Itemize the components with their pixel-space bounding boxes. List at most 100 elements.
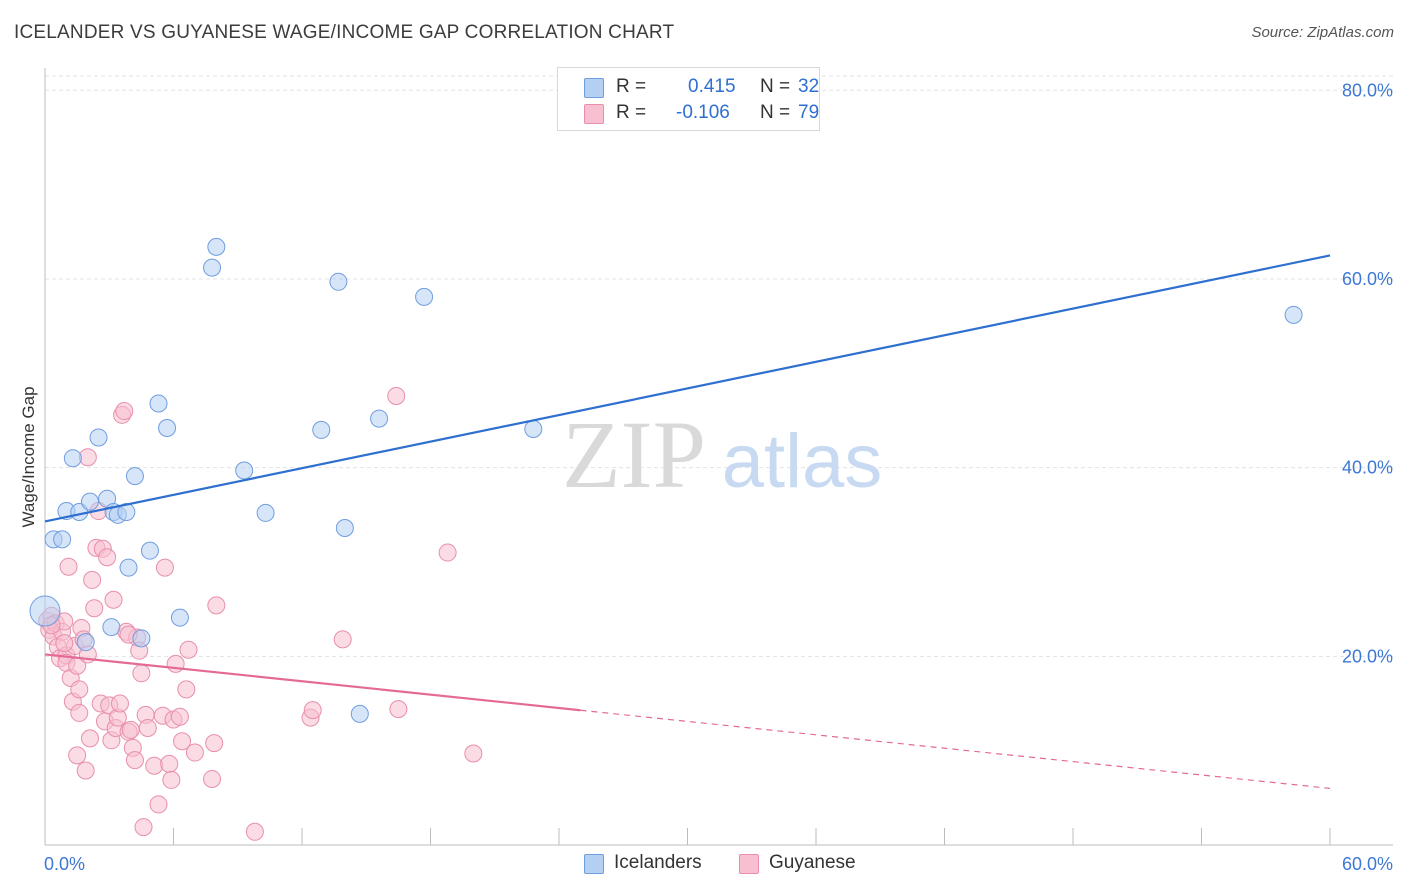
guyanese-point bbox=[76, 761, 95, 780]
icelanders-points bbox=[29, 237, 1303, 723]
guyanese-point bbox=[438, 543, 457, 562]
icelanders-point bbox=[89, 428, 108, 447]
icelanders-point bbox=[235, 461, 254, 480]
y-tick-label: 20.0% bbox=[1342, 646, 1393, 666]
guyanese-point bbox=[134, 818, 153, 837]
legend-n-value: 32 bbox=[798, 76, 820, 97]
guyanese-point bbox=[70, 680, 89, 699]
x-tick-label: 0.0% bbox=[44, 854, 85, 874]
y-tick-label: 80.0% bbox=[1342, 80, 1393, 100]
guyanese-point bbox=[78, 448, 97, 467]
gridlines bbox=[45, 75, 1393, 657]
guyanese-point bbox=[205, 734, 224, 753]
guyanese-point bbox=[110, 694, 129, 713]
watermark-atlas: atlas bbox=[722, 419, 883, 504]
bottom-legend-label: Icelanders bbox=[614, 852, 702, 873]
bottom-legend-label: Guyanese bbox=[769, 852, 856, 873]
guyanese-trendline-extension bbox=[580, 709, 1331, 789]
guyanese-point bbox=[104, 590, 123, 609]
guyanese-point bbox=[464, 744, 483, 763]
icelanders-point bbox=[415, 287, 434, 306]
icelanders-point bbox=[312, 420, 331, 439]
legend-r-label: R = bbox=[616, 102, 647, 123]
guyanese-point bbox=[203, 769, 222, 788]
guyanese-point bbox=[132, 664, 151, 683]
guyanese-point bbox=[162, 770, 181, 789]
guyanese-point bbox=[155, 558, 174, 577]
icelanders-trendline bbox=[44, 254, 1331, 523]
icelanders-point bbox=[170, 608, 189, 627]
guyanese-point bbox=[85, 599, 104, 618]
legend-r-value: -0.106 bbox=[676, 102, 730, 123]
icelanders-point bbox=[132, 629, 151, 648]
guyanese-point bbox=[387, 386, 406, 405]
icelanders-point bbox=[80, 492, 99, 511]
axes bbox=[44, 68, 1393, 846]
guyanese-trendline bbox=[44, 653, 581, 712]
icelanders-point bbox=[53, 530, 72, 549]
icelanders-point bbox=[370, 409, 389, 428]
legend-r-value: 0.415 bbox=[688, 76, 736, 97]
guyanese-point bbox=[245, 822, 264, 841]
icelanders-point bbox=[149, 394, 168, 413]
y-tick-label: 40.0% bbox=[1342, 458, 1393, 478]
icelanders-point bbox=[256, 503, 275, 522]
guyanese-point bbox=[138, 719, 157, 738]
guyanese-point bbox=[121, 720, 140, 739]
icelanders-point bbox=[335, 519, 354, 538]
icelanders-point bbox=[158, 419, 177, 438]
guyanese-point bbox=[303, 701, 322, 720]
icelanders-point bbox=[203, 258, 222, 277]
guyanese-point bbox=[55, 634, 74, 653]
legend-swatch-pink bbox=[584, 104, 604, 124]
guyanese-point bbox=[179, 640, 198, 659]
source-label: Source: ZipAtlas.com bbox=[1251, 24, 1394, 41]
x-tick-label: 60.0% bbox=[1342, 854, 1393, 874]
guyanese-point bbox=[125, 751, 144, 770]
guyanese-point bbox=[207, 596, 226, 615]
icelanders-point bbox=[329, 272, 348, 291]
guyanese-point bbox=[173, 732, 192, 751]
guyanese-point bbox=[115, 402, 134, 421]
guyanese-point bbox=[83, 570, 102, 589]
watermark-zip: ZIP bbox=[562, 401, 706, 508]
icelanders-point bbox=[207, 237, 226, 256]
legend-n-label: N = bbox=[760, 102, 791, 123]
guyanese-point bbox=[166, 654, 185, 673]
guyanese-point bbox=[185, 743, 204, 762]
icelanders-point bbox=[125, 467, 144, 486]
guyanese-point bbox=[170, 707, 189, 726]
icelanders-point bbox=[140, 541, 159, 560]
guyanese-point bbox=[80, 729, 99, 748]
guyanese-points bbox=[38, 386, 483, 841]
legend-swatch-blue bbox=[584, 78, 604, 98]
legend-n-label: N = bbox=[760, 76, 791, 97]
icelanders-point bbox=[102, 618, 121, 637]
y-axis-label: Wage/Income Gap bbox=[19, 386, 38, 527]
correlation-legend: R = 0.415 N = 32 R = -0.106 N = 79 bbox=[557, 67, 820, 131]
trendlines bbox=[44, 254, 1331, 789]
icelanders-point bbox=[119, 558, 138, 577]
icelanders-point bbox=[29, 595, 61, 627]
bottom-swatch-pink bbox=[739, 854, 759, 874]
guyanese-point bbox=[70, 703, 89, 722]
guyanese-point bbox=[98, 548, 117, 567]
tick-labels: 20.0% 40.0% 60.0% 80.0% 0.0% 60.0% bbox=[44, 80, 1393, 874]
guyanese-point bbox=[68, 746, 87, 765]
guyanese-point bbox=[333, 630, 352, 649]
icelanders-point bbox=[76, 633, 95, 652]
y-tick-label: 60.0% bbox=[1342, 269, 1393, 289]
legend-r-label: R = bbox=[616, 76, 647, 97]
icelanders-point bbox=[350, 704, 369, 723]
guyanese-point bbox=[160, 754, 179, 773]
guyanese-point bbox=[59, 557, 78, 576]
legend-n-value: 79 bbox=[798, 102, 820, 123]
icelanders-point bbox=[524, 419, 543, 438]
icelanders-point bbox=[1284, 305, 1303, 324]
icelanders-point bbox=[63, 449, 82, 468]
bottom-swatch-blue bbox=[584, 854, 604, 874]
guyanese-point bbox=[145, 756, 164, 775]
guyanese-point bbox=[149, 795, 168, 814]
guyanese-point bbox=[177, 680, 196, 699]
